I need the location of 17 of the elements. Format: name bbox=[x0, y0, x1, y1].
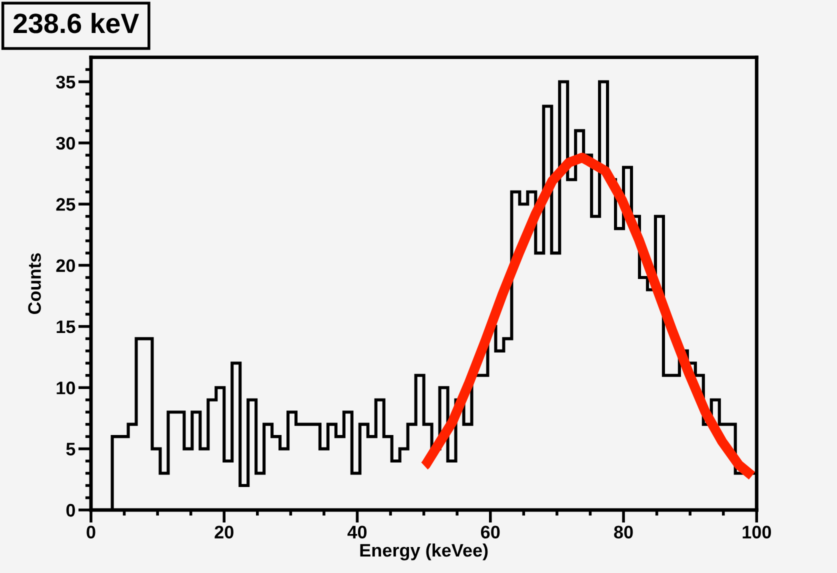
x-tick-label: 80 bbox=[614, 526, 633, 539]
x-tick-label: 0 bbox=[86, 526, 96, 539]
chart-title: 238.6 keV bbox=[14, 12, 140, 34]
y-tick-label: 20 bbox=[56, 259, 75, 272]
y-tick-label: 10 bbox=[56, 382, 75, 394]
y-tick-label: 30 bbox=[56, 136, 75, 150]
y-tick-label: 15 bbox=[56, 320, 76, 334]
y-tick-label: 5 bbox=[66, 442, 76, 456]
y-tick-label: 25 bbox=[56, 198, 76, 211]
x-tick-label: 20 bbox=[214, 526, 234, 539]
x-tick-label: 40 bbox=[347, 526, 367, 539]
y-tick-label: 35 bbox=[56, 76, 76, 89]
y-tick-label: 0 bbox=[66, 504, 75, 517]
y-axis-title: Counts bbox=[28, 253, 41, 314]
x-axis-title: Energy (keVee) bbox=[360, 543, 488, 560]
x-tick-label: 100 bbox=[742, 526, 771, 539]
x-tick-label: 60 bbox=[481, 526, 500, 539]
